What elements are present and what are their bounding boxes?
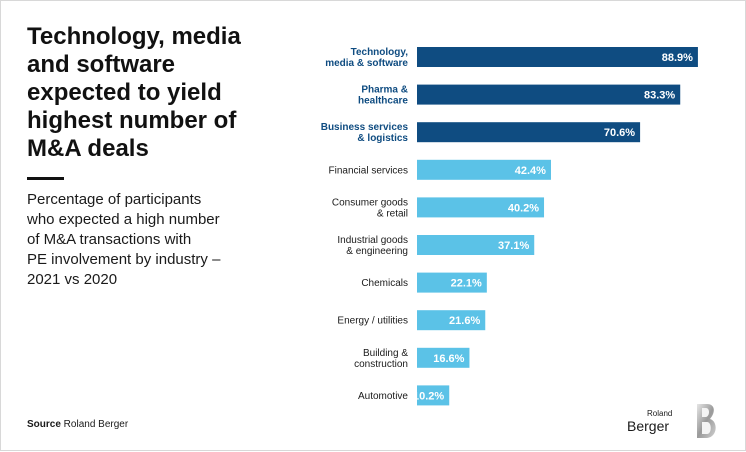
bar-value-label: 88.9% (662, 52, 693, 64)
page-title: Technology, media and software expected … (27, 23, 241, 162)
source-text: Roland Berger (60, 419, 129, 430)
bar-value-label: 37.1% (498, 240, 529, 252)
category-label: Automotive (358, 391, 408, 402)
bar-2 (417, 122, 641, 143)
bar-7 (417, 310, 486, 331)
bar-value-label: 10.2% (413, 390, 444, 402)
logo-text-big: Berger (627, 418, 670, 434)
bar-1 (417, 84, 681, 105)
category-label: Chemicals (361, 278, 408, 289)
bar-value-label: 40.2% (508, 202, 539, 214)
category-label: Technology, media & software (325, 47, 408, 69)
logo-b-mark-icon (697, 404, 716, 438)
title-divider (27, 177, 64, 180)
bar-5 (417, 235, 535, 255)
category-label: Energy / utilities (337, 316, 408, 327)
source-label: Source (27, 419, 61, 430)
category-label: Pharma & healthcare (358, 85, 408, 107)
bar-8 (417, 347, 470, 368)
bar-0 (417, 47, 698, 67)
category-label: Financial services (329, 165, 408, 176)
bar-value-label: 16.6% (433, 353, 464, 365)
bar-value-label: 21.6% (449, 315, 480, 327)
category-label: Consumer goods & retail (332, 197, 408, 219)
bar-3 (417, 159, 551, 180)
category-label: Business services & logistics (321, 122, 409, 144)
bar-value-label: 83.3% (644, 90, 675, 102)
logo-text-small: Roland (647, 409, 673, 418)
category-label: Building & construction (354, 348, 408, 370)
bar-9 (417, 385, 450, 406)
page-subtitle: Percentage of participants who expected … (27, 191, 221, 288)
bar-value-label: 22.1% (451, 278, 482, 290)
roland-berger-logo: Roland Berger (627, 403, 719, 439)
category-label: Industrial goods & engineering (337, 235, 408, 257)
bar-value-label: 70.6% (604, 127, 635, 139)
bar-value-label: 42.4% (515, 165, 546, 177)
source-note: Source Roland Berger (27, 419, 128, 430)
bar-4 (417, 197, 545, 218)
bar-6 (417, 272, 487, 293)
